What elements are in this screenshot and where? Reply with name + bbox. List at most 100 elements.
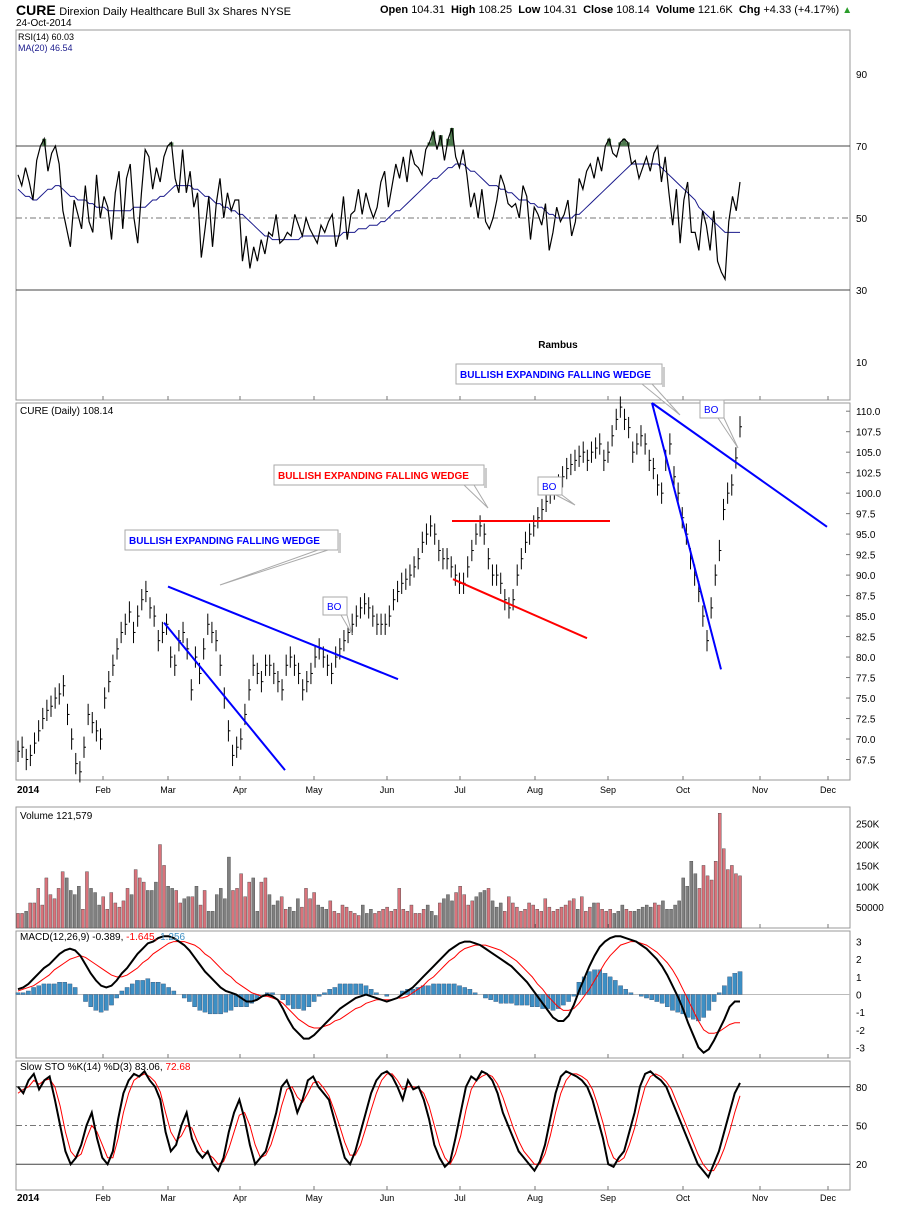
volume-bar bbox=[133, 869, 138, 929]
macd-histogram-bar bbox=[202, 994, 208, 1013]
volume-bar bbox=[73, 894, 77, 929]
volume-bar bbox=[227, 856, 231, 929]
volume-bar bbox=[275, 900, 280, 929]
bo-text-bo3: BO bbox=[704, 405, 719, 416]
volume-bar bbox=[28, 902, 32, 929]
volume-bar bbox=[150, 890, 154, 929]
price-y-tick-90.0: 90.0 bbox=[856, 571, 876, 582]
callout-pointer-wedge3 bbox=[641, 383, 681, 416]
volume-bar bbox=[40, 904, 45, 929]
volume-bar bbox=[498, 902, 503, 929]
macd-histogram-bar bbox=[555, 994, 561, 1009]
macd-histogram-bar bbox=[665, 994, 670, 1007]
volume-legend: Volume 121,579 bbox=[20, 811, 93, 822]
x-month-label-mid-Feb: Feb bbox=[95, 785, 111, 795]
bo-text-bo2: BO bbox=[542, 482, 557, 493]
ma-legend: MA(20) 46.54 bbox=[18, 43, 73, 53]
volume-label: Volume bbox=[655, 4, 695, 16]
macd-histogram-bar bbox=[436, 983, 441, 995]
volume-bar bbox=[689, 861, 694, 929]
sto-y-tick-80: 80 bbox=[856, 1083, 868, 1094]
price-y-tick-102.5: 102.5 bbox=[856, 469, 881, 480]
macd-y-tick--2: -2 bbox=[856, 1026, 865, 1037]
volume-bar bbox=[543, 898, 548, 929]
callout-shadow-wedge1 bbox=[338, 533, 341, 553]
volume-bar bbox=[571, 898, 576, 929]
volume-bar bbox=[142, 881, 146, 929]
macd-histogram-bar bbox=[155, 982, 161, 995]
volume-bar bbox=[697, 888, 702, 929]
wedge1-upper-line bbox=[167, 585, 399, 681]
macd-histogram-bar bbox=[342, 983, 348, 995]
callout-pointer-wedge2 bbox=[463, 484, 489, 509]
ticker-symbol: CURE bbox=[16, 2, 56, 18]
macd-histogram-bar bbox=[119, 990, 125, 995]
macd-histogram-bar bbox=[150, 982, 156, 995]
macd-histogram-bar bbox=[41, 983, 47, 995]
volume-bar bbox=[198, 904, 203, 929]
volume-bar bbox=[328, 900, 333, 929]
volume-bar bbox=[563, 904, 568, 929]
x-month-label-bottom-May: May bbox=[305, 1193, 323, 1203]
volume-bar bbox=[267, 894, 272, 929]
macd-histogram-bar bbox=[628, 992, 634, 995]
low-label: Low bbox=[518, 4, 541, 16]
volume-bar bbox=[292, 911, 296, 929]
macd-histogram-bar bbox=[98, 994, 104, 1013]
macd-histogram-bar bbox=[685, 994, 691, 1018]
macd-histogram-bar bbox=[311, 994, 317, 1002]
volume-bar bbox=[235, 888, 239, 929]
volume-bar bbox=[555, 909, 560, 929]
x-month-label-mid-Mar: Mar bbox=[160, 785, 176, 795]
macd-histogram-bar bbox=[592, 969, 597, 995]
volume-bar bbox=[636, 909, 641, 929]
chart-header: CURE Direxion Daily Healthcare Bull 3x S… bbox=[16, 2, 291, 18]
macd-histogram-bar bbox=[452, 983, 457, 995]
up-arrow-icon: ▲ bbox=[842, 5, 853, 16]
volume-bar bbox=[458, 886, 462, 929]
rsi-overbought-fill bbox=[438, 135, 443, 146]
macd-histogram-bar bbox=[504, 994, 509, 1004]
macd-histogram-bar bbox=[670, 994, 675, 1011]
volume-bar bbox=[490, 900, 495, 929]
volume-bar bbox=[535, 909, 539, 929]
volume-bar bbox=[336, 913, 341, 929]
volume-bar bbox=[705, 875, 710, 929]
macd-histogram-bar bbox=[493, 994, 499, 1002]
volume-bar bbox=[324, 909, 328, 929]
macd-y-tick--1: -1 bbox=[856, 1008, 865, 1019]
volume-bar bbox=[186, 896, 191, 929]
macd-histogram-bar bbox=[545, 994, 551, 1009]
macd-y-tick-2: 2 bbox=[856, 955, 862, 966]
wedge1-lower-line bbox=[163, 622, 286, 771]
macd-histogram-bar bbox=[509, 994, 514, 1004]
macd-histogram-bar bbox=[223, 994, 229, 1013]
volume-bar bbox=[255, 911, 260, 929]
volume-bar bbox=[369, 909, 373, 929]
macd-histogram-bar bbox=[166, 987, 171, 995]
macd-histogram-bar bbox=[93, 994, 99, 1011]
price-y-tick-87.5: 87.5 bbox=[856, 592, 876, 603]
macd-histogram-bar bbox=[213, 994, 218, 1015]
volume-bar bbox=[259, 881, 264, 929]
callout-shadow-wedge3 bbox=[662, 367, 665, 387]
macd-y-tick-1: 1 bbox=[856, 973, 862, 984]
volume-bar bbox=[304, 888, 308, 929]
x-month-label-mid-Jun: Jun bbox=[380, 785, 395, 795]
x-month-label-mid-Dec: Dec bbox=[820, 785, 837, 795]
volume-bar bbox=[56, 888, 61, 929]
macd-histogram-bar bbox=[462, 987, 467, 995]
chg-value: +4.33 (+4.17%) bbox=[763, 4, 840, 16]
macd-histogram-bar bbox=[529, 994, 535, 1007]
volume-y-tick-100K: 100K bbox=[856, 882, 880, 893]
rsi-overbought-fill bbox=[427, 142, 432, 146]
volume-y-tick-250K: 250K bbox=[856, 820, 880, 831]
macd-histogram-bar bbox=[623, 989, 628, 995]
macd-histogram-bar bbox=[472, 992, 478, 995]
volume-bar bbox=[182, 898, 187, 929]
bo-box-bo1 bbox=[322, 596, 348, 616]
low-value: 104.31 bbox=[543, 4, 577, 16]
macd-legend: MACD(12,26,9) -0.389, -1.645, 1.256 bbox=[20, 932, 186, 943]
macd-histogram-bar bbox=[197, 994, 203, 1011]
macd-histogram-bar bbox=[561, 994, 566, 1006]
